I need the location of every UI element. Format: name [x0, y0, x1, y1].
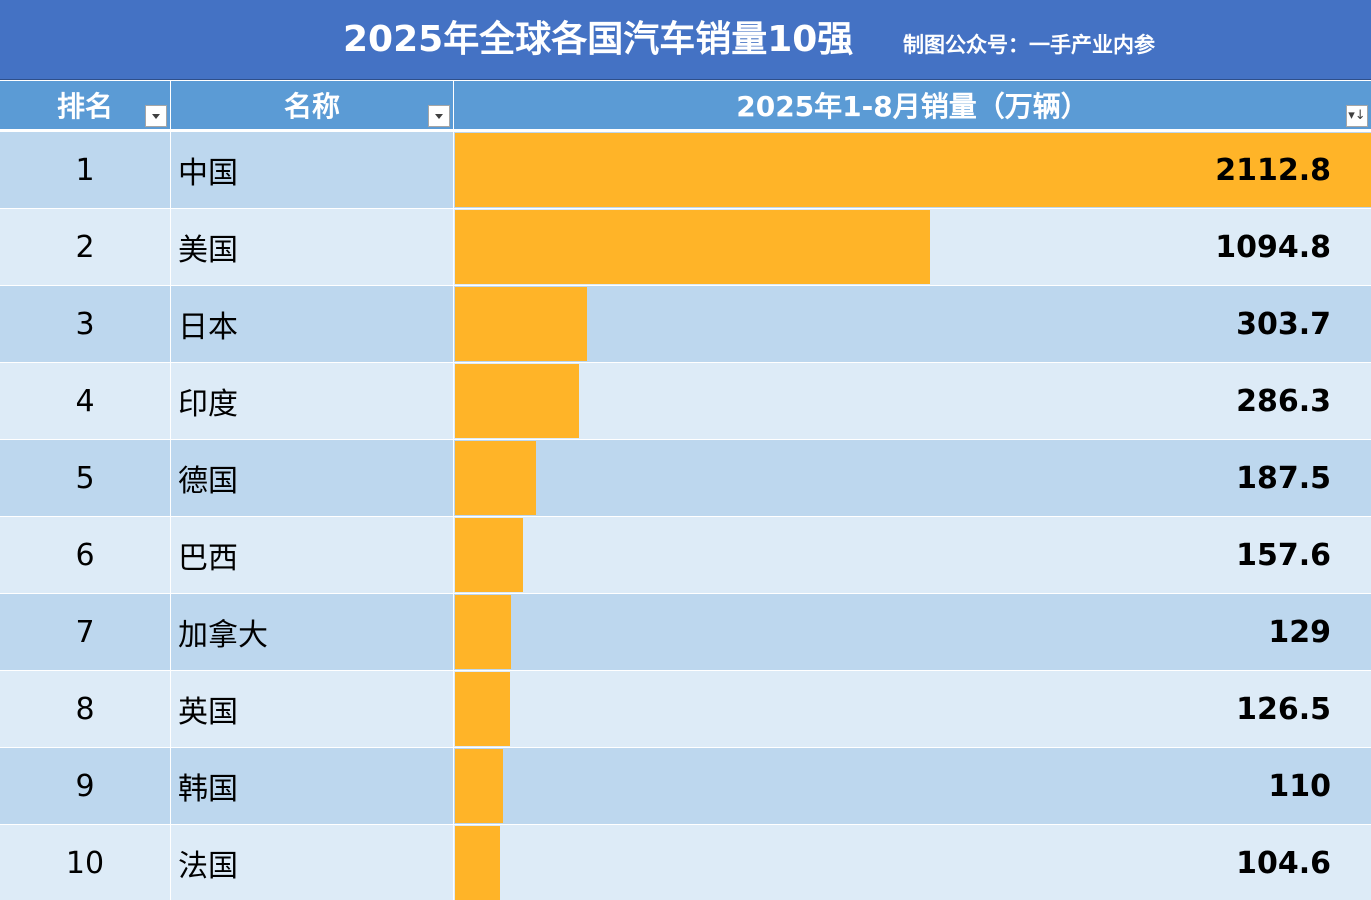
- country-name-cell: 加拿大: [171, 594, 454, 670]
- table-row: 5 德国 187.5: [0, 440, 1371, 517]
- table-row: 6 巴西 157.6: [0, 517, 1371, 594]
- sales-cell: 2112.8: [455, 132, 1371, 208]
- sales-value-label: 286.3: [1236, 383, 1331, 419]
- table-body: 1 中国 2112.8 2 美国 1094.8 3 日本 303.7 4 印度 286.3 5 德国 187…: [0, 132, 1371, 900]
- rank-cell: 5: [0, 440, 171, 516]
- sort-descending-icon: ▾↓: [1348, 108, 1366, 123]
- sales-cell: 110: [455, 748, 1371, 824]
- country-name-cell: 巴西: [171, 517, 454, 593]
- chart-title: 2025年全球各国汽车销量10强: [343, 19, 854, 60]
- table-row: 7 加拿大 129: [0, 594, 1371, 671]
- chevron-down-icon: [152, 113, 160, 119]
- sales-bar: [455, 364, 579, 438]
- table-row: 8 英国 126.5: [0, 671, 1371, 748]
- rank-cell: 10: [0, 825, 171, 900]
- sales-cell: 286.3: [455, 363, 1371, 439]
- table-row: 10 法国 104.6: [0, 825, 1371, 900]
- rank-cell: 3: [0, 286, 171, 362]
- sales-bar: [455, 595, 511, 669]
- rank-cell: 8: [0, 671, 171, 747]
- sales-value-label: 104.6: [1236, 845, 1331, 881]
- sales-cell: 303.7: [455, 286, 1371, 362]
- table-row: 4 印度 286.3: [0, 363, 1371, 440]
- rank-cell: 7: [0, 594, 171, 670]
- sales-value-label: 303.7: [1236, 306, 1331, 342]
- rank-cell: 2: [0, 209, 171, 285]
- sales-cell: 157.6: [455, 517, 1371, 593]
- sales-cell: 129: [455, 594, 1371, 670]
- table-row: 9 韩国 110: [0, 748, 1371, 825]
- sales-bar: [455, 826, 500, 900]
- rank-filter-button[interactable]: [145, 105, 167, 127]
- header-sales: 2025年1-8月销量（万辆） ▾↓: [454, 81, 1371, 129]
- chart-subtitle: 制图公众号：一手产业内参: [903, 33, 1155, 57]
- sales-bar: [455, 210, 930, 284]
- country-name-cell: 德国: [171, 440, 454, 516]
- chevron-down-icon: [435, 113, 443, 119]
- rank-cell: 4: [0, 363, 171, 439]
- country-name-cell: 法国: [171, 825, 454, 900]
- name-filter-button[interactable]: [428, 105, 450, 127]
- sales-bar: [455, 287, 587, 361]
- sales-cell: 104.6: [455, 825, 1371, 900]
- rank-cell: 9: [0, 748, 171, 824]
- country-name-cell: 中国: [171, 132, 454, 208]
- sales-value-label: 126.5: [1236, 691, 1331, 727]
- table-row: 2 美国 1094.8: [0, 209, 1371, 286]
- sales-value-label: 1094.8: [1215, 229, 1331, 265]
- sales-cell: 1094.8: [455, 209, 1371, 285]
- header-rank: 排名: [0, 81, 171, 129]
- country-name-cell: 美国: [171, 209, 454, 285]
- country-name-cell: 印度: [171, 363, 454, 439]
- sales-bar: [455, 672, 510, 746]
- sales-sort-button[interactable]: ▾↓: [1346, 105, 1368, 127]
- sales-value-label: 2112.8: [1215, 152, 1331, 188]
- sales-value-label: 187.5: [1236, 460, 1331, 496]
- sales-bar: [455, 518, 523, 592]
- rank-cell: 1: [0, 132, 171, 208]
- header-sales-label: 2025年1-8月销量（万辆）: [736, 90, 1089, 123]
- title-bar: 2025年全球各国汽车销量10强 制图公众号：一手产业内参: [0, 0, 1371, 80]
- sales-value-label: 157.6: [1236, 537, 1331, 573]
- rank-cell: 6: [0, 517, 171, 593]
- header-row: 排名 名称 2025年1-8月销量（万辆） ▾↓: [0, 81, 1371, 132]
- header-rank-label: 排名: [56, 90, 113, 123]
- header-name-label: 名称: [283, 90, 340, 123]
- country-name-cell: 英国: [171, 671, 454, 747]
- sales-cell: 187.5: [455, 440, 1371, 516]
- sales-value-label: 129: [1268, 614, 1331, 650]
- sales-cell: 126.5: [455, 671, 1371, 747]
- sales-value-label: 110: [1268, 768, 1331, 804]
- sales-bar: [455, 749, 503, 823]
- header-name: 名称: [171, 81, 454, 129]
- table-row: 3 日本 303.7: [0, 286, 1371, 363]
- sales-bar: [455, 133, 1371, 207]
- country-name-cell: 韩国: [171, 748, 454, 824]
- sales-bar: [455, 441, 536, 515]
- country-name-cell: 日本: [171, 286, 454, 362]
- table-row: 1 中国 2112.8: [0, 132, 1371, 209]
